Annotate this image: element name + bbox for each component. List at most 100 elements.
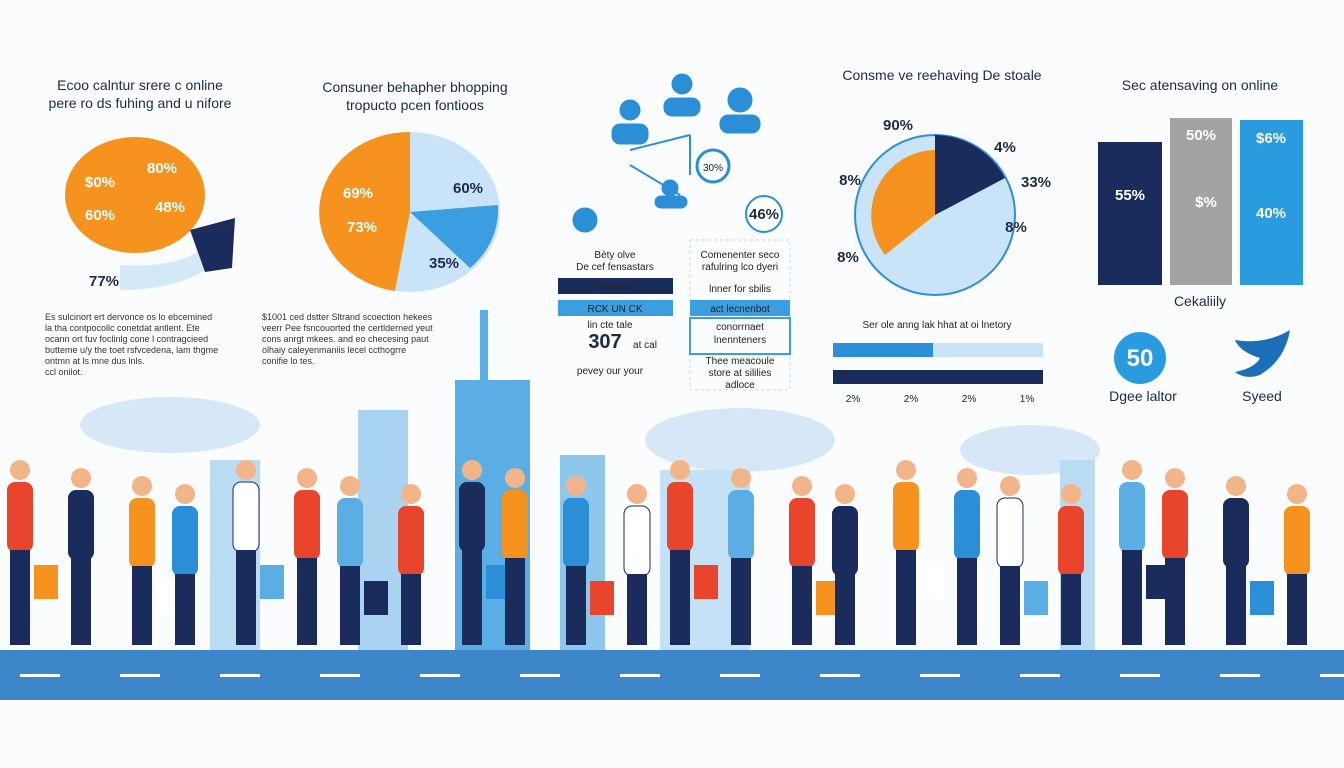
pie-arc xyxy=(120,225,232,290)
person-body xyxy=(1162,490,1188,560)
person-legs xyxy=(175,574,195,645)
caption: Syeed xyxy=(1242,388,1282,404)
pie-label: 90% xyxy=(883,117,913,134)
person-head xyxy=(132,476,152,496)
pie-slice xyxy=(190,218,235,272)
person-icon xyxy=(719,114,761,134)
person-body xyxy=(398,506,424,576)
person-head xyxy=(401,484,421,504)
box-text: at cal xyxy=(633,340,657,351)
bar xyxy=(933,343,1043,357)
road-line xyxy=(920,674,960,677)
person-legs xyxy=(670,550,690,645)
person-legs xyxy=(566,566,586,645)
box-band xyxy=(558,278,673,294)
person-legs xyxy=(505,558,525,645)
paragraph-line: cons anrgt mkees. and eo checesing paut xyxy=(262,334,429,344)
person-body xyxy=(7,482,33,552)
pie-label: 4% xyxy=(994,139,1016,156)
scale-label: 2% xyxy=(904,394,919,405)
box-text: adloce xyxy=(725,380,755,391)
pie-label: 48% xyxy=(155,199,185,216)
person-legs xyxy=(627,574,647,645)
shopping-bag xyxy=(364,581,388,615)
person-head xyxy=(627,484,647,504)
person-body xyxy=(996,497,1024,569)
person-legs xyxy=(340,566,360,645)
pie-slice xyxy=(935,135,1005,215)
person-body xyxy=(1058,506,1084,576)
pie-label: 60% xyxy=(85,207,115,224)
person-head xyxy=(462,460,482,480)
person-head xyxy=(1287,484,1307,504)
bar xyxy=(1170,118,1232,285)
person-body xyxy=(337,498,363,568)
paragraph-line: la tha contpocollc conetdat antlent. Ete xyxy=(45,323,200,333)
person-head xyxy=(957,468,977,488)
caption: Dgee laltor xyxy=(1109,388,1177,404)
box-band xyxy=(558,300,673,316)
panel-title: tropucto pcen fontioos xyxy=(346,97,484,113)
paragraph-line: butteme u/y the toet rsfvcedena, lam thg… xyxy=(45,345,218,355)
panel-title: Sec atensaving on online xyxy=(1122,77,1279,93)
box-text: rafulring lco dyeri xyxy=(702,262,778,273)
bar xyxy=(1240,120,1303,285)
pie-3 xyxy=(833,134,1043,384)
person-head xyxy=(896,460,916,480)
person-body xyxy=(459,482,485,552)
person-head xyxy=(1165,468,1185,488)
badge-label: 46% xyxy=(749,206,779,223)
network xyxy=(572,73,783,233)
paragraph-line: ontmn at ls mne dus lnls. xyxy=(45,356,145,366)
pie-label: 35% xyxy=(429,255,459,272)
person-body xyxy=(623,505,651,577)
scale-label: 2% xyxy=(962,394,977,405)
box-band xyxy=(690,300,790,316)
person-head xyxy=(71,468,91,488)
bar xyxy=(833,343,933,357)
shopping-bag xyxy=(590,581,614,615)
person-legs xyxy=(1000,566,1020,645)
pie-1 xyxy=(65,137,235,290)
person-body xyxy=(502,490,528,560)
box-text: Bèty olve xyxy=(594,250,636,261)
shopping-bag xyxy=(260,565,284,599)
person-body xyxy=(232,481,260,553)
person-head xyxy=(505,468,525,488)
person-head xyxy=(236,460,256,480)
road-line xyxy=(820,674,860,677)
person-icon xyxy=(619,99,641,121)
person-body xyxy=(789,498,815,568)
road-line xyxy=(620,674,660,677)
person-head xyxy=(1061,484,1081,504)
scale-label: 1% xyxy=(1020,394,1035,405)
person-body xyxy=(129,498,155,568)
bar-label: 50% xyxy=(1186,127,1216,144)
link xyxy=(629,134,691,151)
person-legs xyxy=(1165,558,1185,645)
badge-label: 30% xyxy=(703,163,723,174)
road-line xyxy=(1220,674,1260,677)
info-boxes xyxy=(558,239,791,391)
box-text: De cef fensastars xyxy=(576,262,654,273)
pie-slice xyxy=(871,150,935,255)
person-head xyxy=(835,484,855,504)
road-line xyxy=(1120,674,1160,677)
paragraph-line: veerr Pee fsncouorted the certlderned ye… xyxy=(262,323,433,333)
paragraph-line: Es sulcinort ert dervonce os lo ebcemine… xyxy=(45,312,212,322)
box-text: store at sililies xyxy=(709,368,772,379)
city-scene xyxy=(0,310,1344,700)
person-legs xyxy=(401,574,421,645)
person-head xyxy=(670,460,690,480)
scale-label: 2% xyxy=(846,394,861,405)
bar xyxy=(833,370,1043,384)
person-legs xyxy=(132,566,152,645)
person-head xyxy=(340,476,360,496)
person-head xyxy=(1226,476,1246,496)
pie-slice xyxy=(319,131,410,291)
shopping-bag xyxy=(694,565,718,599)
person-head xyxy=(175,484,195,504)
road-line xyxy=(1020,674,1060,677)
badge-label: 50 xyxy=(1127,345,1154,372)
badge-ring xyxy=(745,195,783,233)
